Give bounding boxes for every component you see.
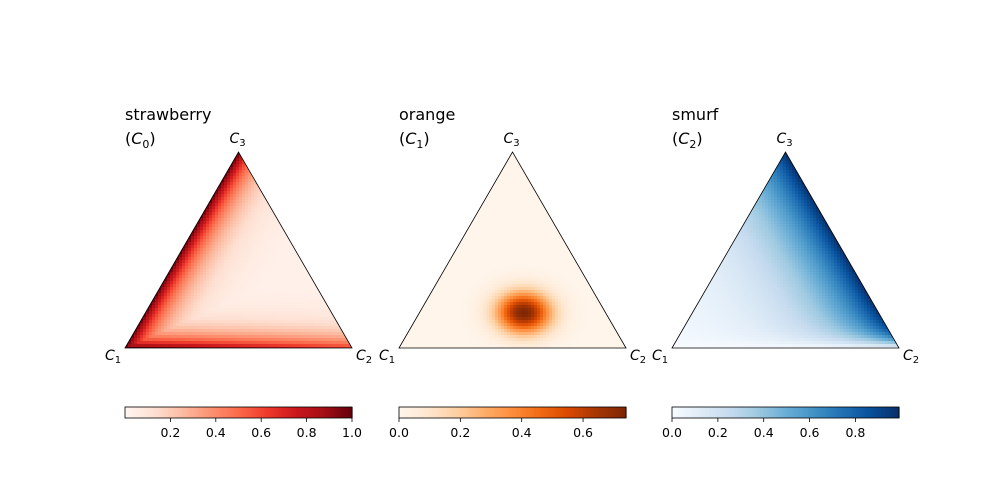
- colorbar-tick-label: 0.4: [754, 425, 774, 440]
- vertex-label-c1: C1: [379, 348, 395, 366]
- vertex-label-c1: C1: [652, 348, 668, 366]
- panel-subtitle: (C2): [672, 129, 703, 151]
- colorbar-tick-label: 0.6: [573, 425, 593, 440]
- vertex-label-c3: C3: [230, 131, 246, 149]
- colorbar-tick-label: 0.6: [251, 425, 271, 440]
- panel-title: smurf: [672, 105, 719, 124]
- colorbar-tick-label: 0.0: [662, 425, 682, 440]
- vertex-label-c2: C2: [903, 348, 919, 366]
- vertex-label-c2: C2: [630, 348, 646, 366]
- panel-subtitle: (C1): [399, 129, 430, 151]
- vertex-label-c3: C3: [504, 131, 520, 149]
- triangle-outline: [124, 151, 353, 349]
- colorbar-tick-label: 0.6: [800, 425, 820, 440]
- triangle-outline: [398, 151, 627, 349]
- density-field: [672, 152, 899, 348]
- colorbar-tick-label: 0.4: [206, 425, 226, 440]
- panel-title: strawberry: [125, 105, 211, 124]
- panel-subtitle: (C0): [125, 129, 156, 151]
- colorbar: 0.0 0.2 0.4 0.6: [389, 406, 627, 440]
- panel-strawberry: strawberry (C0) C1 C2 C3 0.2 0.4 0.6 0.8 1.0: [105, 105, 372, 440]
- density-field: [125, 152, 352, 348]
- colorbar-tick-label: 0.2: [708, 425, 728, 440]
- vertex-label-c1: C1: [105, 348, 121, 366]
- colorbar-tick-label: 1.0: [342, 425, 362, 440]
- colorbar-tick-label: 0.2: [450, 425, 470, 440]
- density-field: [399, 152, 626, 348]
- vertex-label-c2: C2: [356, 348, 372, 366]
- panel-smurf: smurf (C2) C1 C2 C3 0.0 0.2 0.4 0.6 0.8: [652, 105, 919, 440]
- colorbar: 0.2 0.4 0.6 0.8 1.0: [124, 406, 362, 440]
- panel-orange: orange (C1) C1 C2 C3 0.0 0.2 0.4 0.6: [379, 105, 646, 440]
- colorbar: 0.0 0.2 0.4 0.6 0.8: [662, 406, 900, 440]
- colorbar-tick-label: 0.8: [297, 425, 317, 440]
- colorbar-tick-label: 0.0: [389, 425, 409, 440]
- colorbar-tick-label: 0.2: [160, 425, 180, 440]
- triangle-outline: [671, 151, 900, 349]
- colorbar-tick-label: 0.4: [512, 425, 532, 440]
- colorbar-tick-label: 0.8: [845, 425, 865, 440]
- panel-title: orange: [399, 105, 455, 124]
- vertex-label-c3: C3: [777, 131, 793, 149]
